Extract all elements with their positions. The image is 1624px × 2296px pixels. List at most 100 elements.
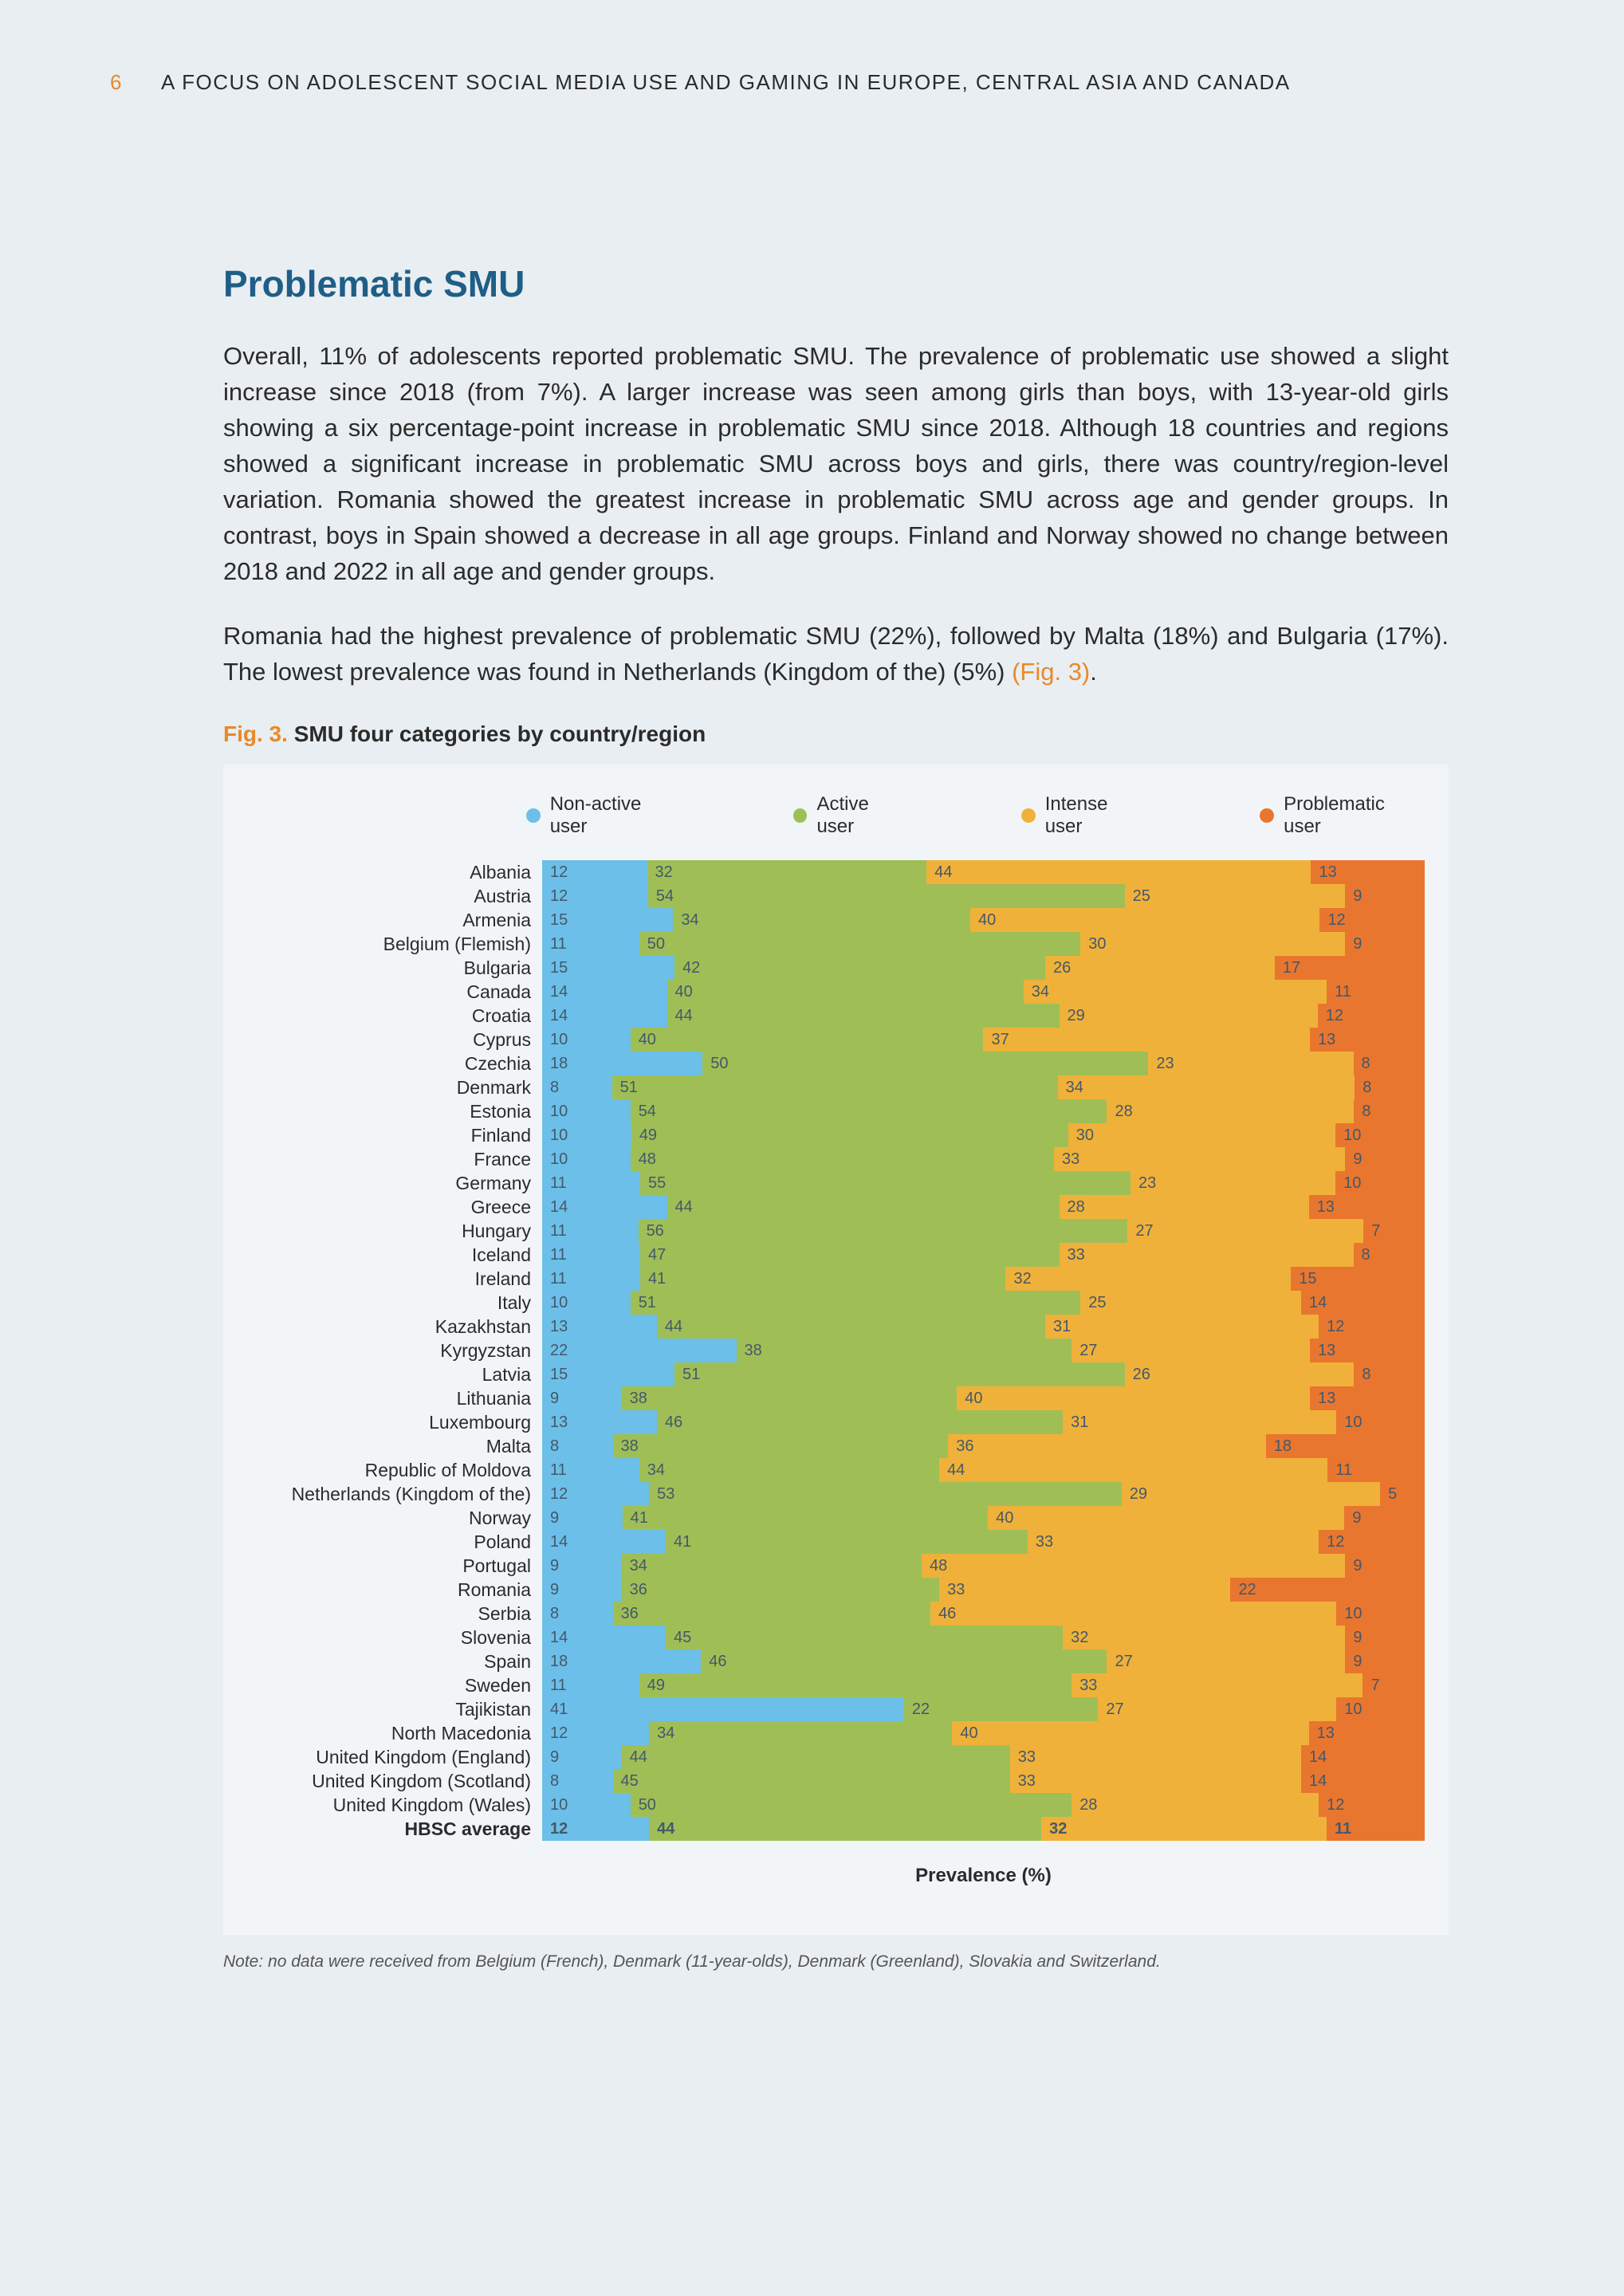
- chart-row: Slovenia1445329: [247, 1626, 1425, 1649]
- bar-segment: 8: [1355, 1075, 1425, 1099]
- chart-row: Spain1846279: [247, 1649, 1425, 1673]
- row-label: United Kingdom (Scotland): [247, 1769, 542, 1793]
- row-label: Republic of Moldova: [247, 1458, 542, 1482]
- chart-row: Norway941409: [247, 1506, 1425, 1530]
- bar-segment: 33: [1060, 1243, 1354, 1267]
- bar-segment: 14: [542, 980, 667, 1004]
- bar-segment: 40: [667, 980, 1024, 1004]
- bar-segment: 49: [631, 1123, 1068, 1147]
- bar-segment: 44: [649, 1817, 1041, 1841]
- bar-segment: 18: [542, 1052, 702, 1075]
- bar-segment: 23: [1131, 1171, 1335, 1195]
- chart-row: Romania9363322: [247, 1578, 1425, 1602]
- chart-row: Czechia1850238: [247, 1052, 1425, 1075]
- bar-segment: 10: [542, 1123, 631, 1147]
- row-label: Estonia: [247, 1099, 542, 1123]
- row-bar: 8383618: [542, 1434, 1425, 1458]
- bar-segment: 11: [542, 1458, 639, 1482]
- bar-segment: 14: [542, 1195, 667, 1219]
- bar-segment: 31: [1063, 1410, 1336, 1434]
- bar-segment: 34: [622, 1554, 922, 1578]
- chart-row: Estonia1054288: [247, 1099, 1425, 1123]
- row-label: HBSC average: [247, 1817, 542, 1841]
- row-label: Denmark: [247, 1075, 542, 1099]
- chart-row: France1048339: [247, 1147, 1425, 1171]
- row-bar: 9363322: [542, 1578, 1425, 1602]
- bar-segment: 8: [1354, 1362, 1425, 1386]
- bar-segment: 13: [1309, 1721, 1425, 1745]
- row-bar: 1551268: [542, 1362, 1425, 1386]
- row-bar: 1253295: [542, 1482, 1425, 1506]
- bar-segment: 9: [542, 1578, 622, 1602]
- row-bar: 41222710: [542, 1697, 1425, 1721]
- bar-segment: 22: [904, 1697, 1099, 1721]
- bar-segment: 8: [542, 1075, 612, 1099]
- bar-segment: 13: [1310, 1028, 1425, 1052]
- row-label: Portugal: [247, 1554, 542, 1578]
- row-bar: 11344411: [542, 1458, 1425, 1482]
- bar-segment: 9: [1345, 884, 1425, 908]
- bar-segment: 38: [622, 1386, 957, 1410]
- bar-segment: 27: [1098, 1697, 1336, 1721]
- row-label: Germany: [247, 1171, 542, 1195]
- row-label: Slovenia: [247, 1626, 542, 1649]
- stacked-bar-chart: Non-active userActive userIntense userPr…: [223, 765, 1449, 1935]
- bar-segment: 10: [542, 1291, 631, 1315]
- bar-segment: 34: [1024, 980, 1327, 1004]
- chart-row: Finland10493010: [247, 1123, 1425, 1147]
- chart-row: Iceland1147338: [247, 1243, 1425, 1267]
- bar-segment: 26: [1045, 956, 1275, 980]
- bar-segment: 12: [542, 1817, 649, 1841]
- bar-segment: 41: [623, 1506, 988, 1530]
- bar-segment: 11: [542, 1171, 640, 1195]
- chart-row: Austria1254259: [247, 884, 1425, 908]
- bar-segment: 34: [639, 1458, 939, 1482]
- bar-segment: 41: [666, 1530, 1028, 1554]
- row-bar: 941409: [542, 1506, 1425, 1530]
- bar-segment: 40: [957, 1386, 1310, 1410]
- row-label: Iceland: [247, 1243, 542, 1267]
- row-label: Poland: [247, 1530, 542, 1554]
- chart-row: Belgium (Flemish)1150309: [247, 932, 1425, 956]
- bar-segment: 28: [1107, 1099, 1354, 1123]
- bar-segment: 30: [1068, 1123, 1335, 1147]
- row-label: Armenia: [247, 908, 542, 932]
- bar-segment: 8: [1354, 1052, 1425, 1075]
- bar-segment: 55: [640, 1171, 1131, 1195]
- running-head: 6 A FOCUS ON ADOLESCENT SOCIAL MEDIA USE…: [0, 0, 1624, 95]
- row-bar: 13463110: [542, 1410, 1425, 1434]
- bar-segment: 36: [613, 1602, 931, 1626]
- bar-segment: 10: [1336, 1602, 1425, 1626]
- document-page: 6 A FOCUS ON ADOLESCENT SOCIAL MEDIA USE…: [0, 0, 1624, 2296]
- bar-segment: 8: [542, 1769, 613, 1793]
- row-bar: 1445329: [542, 1626, 1425, 1649]
- bar-segment: 54: [631, 1099, 1107, 1123]
- legend-swatch: [526, 808, 541, 823]
- bar-segment: 10: [542, 1793, 631, 1817]
- bar-segment: 10: [542, 1147, 631, 1171]
- row-bar: 1150309: [542, 932, 1425, 956]
- legend-swatch: [1260, 808, 1274, 823]
- bar-segment: 14: [1301, 1291, 1425, 1315]
- bar-segment: 8: [542, 1602, 613, 1626]
- bar-segment: 11: [542, 1243, 640, 1267]
- bar-segment: 32: [1063, 1626, 1345, 1649]
- row-label: Ireland: [247, 1267, 542, 1291]
- running-title: A FOCUS ON ADOLESCENT SOCIAL MEDIA USE A…: [161, 70, 1291, 95]
- bar-segment: 10: [1335, 1171, 1425, 1195]
- row-bar: 1850238: [542, 1052, 1425, 1075]
- bar-segment: 12: [1318, 1004, 1425, 1028]
- bar-segment: 38: [613, 1434, 949, 1458]
- row-label: Malta: [247, 1434, 542, 1458]
- bar-segment: 41: [640, 1267, 1005, 1291]
- bar-segment: 15: [542, 908, 673, 932]
- row-bar: 14442912: [542, 1004, 1425, 1028]
- row-label: Albania: [247, 860, 542, 884]
- chart-row: Germany11552310: [247, 1171, 1425, 1195]
- bar-segment: 10: [1335, 1123, 1425, 1147]
- bar-segment: 51: [631, 1291, 1081, 1315]
- bar-segment: 12: [1319, 1530, 1425, 1554]
- bar-segment: 13: [1310, 1339, 1425, 1362]
- chart-row: Portugal934489: [247, 1554, 1425, 1578]
- legend-swatch: [793, 808, 808, 823]
